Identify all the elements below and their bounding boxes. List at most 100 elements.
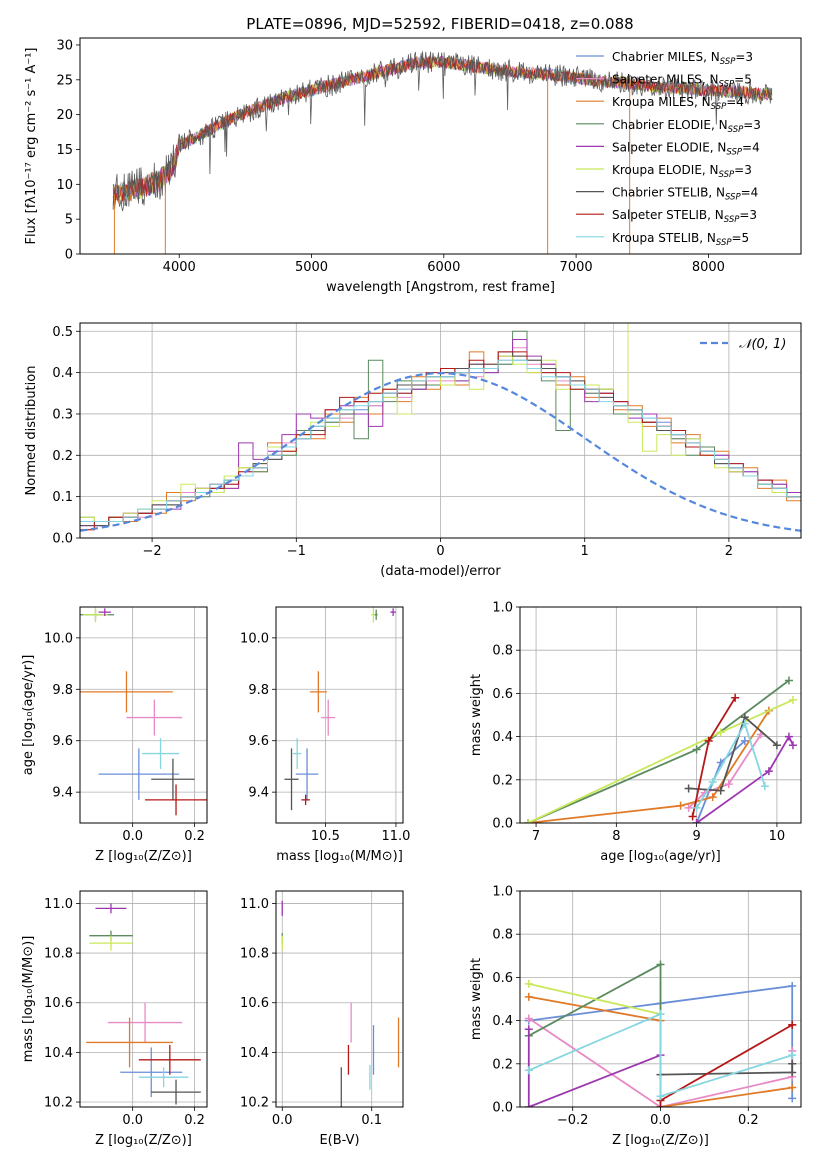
plus-marker	[731, 693, 740, 702]
error-bars	[281, 900, 400, 1107]
plus-marker	[788, 1051, 797, 1060]
age-vs-weight-panel: 7 8 9 10 0.0 0.2 0.4 0.6 0.8 1.0 age [log₁₀(age/yr…	[469, 601, 802, 864]
plus-marker	[788, 1083, 797, 1092]
legend-label: Kroupa STELIB, NSSP=5	[612, 231, 749, 248]
plus-marker	[788, 1020, 797, 1029]
plus-marker	[656, 1092, 665, 1101]
x-tick-label: 9	[692, 829, 700, 844]
axes-frame	[79, 890, 208, 1108]
legend-label-main: Kroupa ELODIE, N	[612, 163, 719, 177]
residuals-panel: −2 −1 0 1 2 0.0 0.1 0.2 0.3 0.4 0.5 (data-model)/er…	[24, 322, 802, 579]
legend-label-tail: =4	[742, 140, 760, 154]
x-tick-label: −0.2	[557, 1113, 589, 1128]
y-tick-label: 0.1	[52, 490, 73, 505]
y-tick-label: 10.2	[240, 1096, 269, 1111]
plus-marker	[740, 736, 749, 745]
plus-marker	[524, 979, 533, 988]
legend-label-main: Salpeter MILES, N	[612, 73, 719, 87]
y-tick-label: 0.0	[492, 1101, 513, 1116]
error-point	[98, 608, 111, 616]
weight-lines	[524, 960, 797, 1107]
x-axis-label: wavelength [Angstrom, rest frame]	[326, 280, 555, 295]
x-tick-label: 0.2	[184, 829, 205, 844]
x-tick-label: 0.0	[122, 1113, 143, 1128]
x-tick-label: 0.2	[738, 1113, 759, 1128]
error-point	[151, 1079, 201, 1105]
legend-label-main: Kroupa MILES, N	[612, 95, 711, 109]
x-axis-label: age [log₁₀(age/yr)]	[600, 849, 721, 864]
plus-marker	[708, 777, 717, 786]
weight-line	[696, 734, 794, 823]
legend-label-main: Salpeter ELODIE, N	[612, 140, 726, 154]
error-point	[107, 1002, 183, 1043]
x-tick-label: 0.0	[272, 1113, 293, 1128]
y-tick-label: 0.6	[492, 971, 513, 986]
error-point	[86, 1017, 173, 1068]
y-tick-label: 0.8	[492, 644, 513, 659]
y-tick-label: 0.5	[52, 325, 73, 340]
error-point	[284, 748, 299, 811]
plus-marker	[692, 745, 701, 754]
weight-line	[527, 1029, 661, 1107]
figure-title: PLATE=0896, MJD=52592, FIBERID=0418, z=0…	[246, 15, 633, 33]
y-tick-label: 1.0	[492, 885, 513, 900]
y-tick-label: 10.8	[240, 947, 269, 962]
y-axis-label: mass [log₁₀(M/M⊙)]	[21, 936, 36, 1063]
x-tick-label: 0.1	[361, 1113, 382, 1128]
x-tick-label: 0.2	[184, 1113, 205, 1128]
y-axis-label: age [log₁₀(age/yr)]	[21, 655, 36, 776]
spectrum-lines	[112, 51, 773, 254]
y-tick-label: 9.4	[248, 786, 269, 801]
plus-marker	[684, 803, 693, 812]
plus-marker	[656, 1010, 665, 1019]
gaussian-curve	[80, 371, 801, 532]
x-tick-label: 8000	[692, 260, 725, 275]
legend-label-sub: SSP	[719, 80, 735, 90]
spectrum-line	[112, 51, 773, 212]
x-axis-label: (data-model)/error	[380, 564, 501, 579]
legend-label: Salpeter ELODIE, NSSP=4	[612, 140, 760, 157]
x-tick-label: 11.0	[381, 829, 410, 844]
legend-label-tail: =5	[734, 73, 752, 87]
z-vs-age-panel: 0.0 0.2 9.4 9.6 9.8 10.0 Z [log₁₀(Z/Z⊙)] age [l…	[21, 606, 208, 864]
x-tick-label: 0.0	[122, 829, 143, 844]
weight-line	[688, 715, 778, 792]
y-tick-label: 10.6	[240, 996, 269, 1011]
y-tick-label: 10.4	[44, 1046, 73, 1061]
y-tick-label: 0.2	[52, 449, 73, 464]
weight-line	[528, 984, 794, 1099]
plus-marker	[524, 1066, 533, 1075]
plus-marker	[688, 812, 697, 821]
y-tick-label: 15	[56, 143, 73, 158]
plus-marker	[692, 803, 701, 812]
z-vs-weight-panel: −0.2 0.0 0.2 0.0 0.2 0.4 0.6 0.8 1.0 Z [log₁₀(Z/Z…	[469, 885, 802, 1148]
x-axis-label: E(B-V)	[319, 1133, 359, 1148]
y-tick-label: 10.6	[44, 996, 73, 1011]
error-point	[138, 1044, 201, 1075]
error-point	[292, 738, 302, 769]
y-tick-label: 11.0	[44, 897, 73, 912]
weight-line	[695, 721, 766, 809]
axes-frame	[79, 606, 208, 824]
error-point	[301, 794, 310, 805]
legend-label-sub: SSP	[726, 147, 742, 157]
legend-label-tail: =4	[741, 186, 759, 200]
y-axis-label: Normed distribution	[24, 366, 39, 496]
plus-marker	[788, 741, 797, 750]
y-tick-label: 9.4	[52, 786, 73, 801]
plus-marker	[724, 780, 733, 789]
legend-label-tail: =3	[735, 50, 753, 64]
plus-marker	[716, 786, 725, 795]
x-axis-label: Z [log₁₀(Z/Z⊙)]	[612, 1133, 709, 1148]
plus-marker	[788, 695, 797, 704]
plus-marker	[692, 819, 701, 823]
weight-lines	[524, 676, 797, 823]
y-tick-label: 10.0	[44, 631, 73, 646]
legend-label-tail: =4	[726, 95, 744, 109]
y-tick-label: 9.8	[248, 683, 269, 698]
x-tick-label: 2	[725, 544, 733, 559]
y-tick-label: 10.0	[240, 631, 269, 646]
error-point	[145, 784, 207, 816]
legend-label: 𝒩(0, 1)	[739, 337, 786, 352]
axes-frame	[519, 606, 802, 824]
